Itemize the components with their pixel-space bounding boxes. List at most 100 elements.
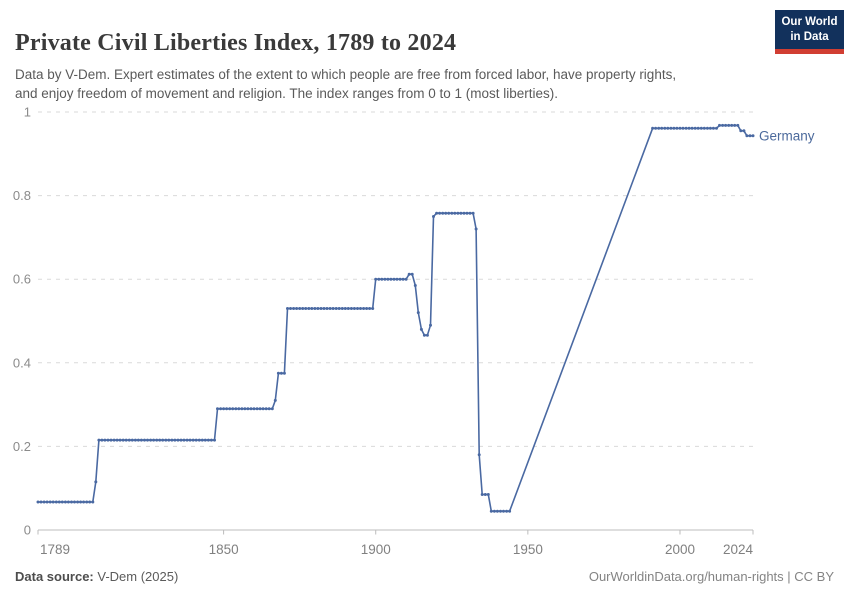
data-point-marker[interactable]: [477, 453, 481, 457]
data-point-marker[interactable]: [745, 134, 749, 138]
data-point-marker[interactable]: [103, 438, 107, 442]
data-point-marker[interactable]: [340, 307, 344, 310]
data-point-marker[interactable]: [499, 509, 502, 513]
data-point-marker[interactable]: [651, 126, 655, 130]
data-point-marker[interactable]: [273, 398, 277, 402]
data-point-marker[interactable]: [447, 211, 451, 215]
data-point-marker[interactable]: [100, 438, 104, 442]
data-point-marker[interactable]: [389, 277, 393, 281]
data-point-marker[interactable]: [435, 211, 439, 215]
data-point-marker[interactable]: [237, 407, 241, 411]
data-point-marker[interactable]: [54, 500, 58, 504]
data-point-marker[interactable]: [492, 509, 496, 513]
data-point-marker[interactable]: [374, 277, 378, 281]
data-point-marker[interactable]: [188, 438, 192, 442]
data-point-marker[interactable]: [480, 493, 484, 496]
data-point-marker[interactable]: [292, 307, 296, 310]
data-point-marker[interactable]: [362, 307, 366, 310]
data-point-marker[interactable]: [66, 500, 70, 504]
data-point-marker[interactable]: [407, 272, 411, 276]
data-point-marker[interactable]: [63, 500, 67, 504]
data-point-marker[interactable]: [663, 126, 667, 130]
data-point-marker[interactable]: [356, 307, 359, 310]
data-point-marker[interactable]: [331, 307, 335, 310]
data-point-marker[interactable]: [316, 307, 320, 310]
data-point-marker[interactable]: [143, 438, 146, 442]
data-point-marker[interactable]: [258, 407, 262, 411]
data-point-marker[interactable]: [161, 438, 165, 442]
data-point-marker[interactable]: [191, 438, 195, 442]
data-point-marker[interactable]: [124, 438, 128, 442]
data-point-marker[interactable]: [660, 126, 664, 130]
data-point-marker[interactable]: [462, 211, 466, 215]
data-point-marker[interactable]: [276, 371, 280, 375]
data-point-marker[interactable]: [705, 126, 709, 130]
data-point-marker[interactable]: [282, 371, 286, 375]
data-point-marker[interactable]: [121, 438, 125, 442]
data-point-marker[interactable]: [486, 493, 490, 496]
data-point-marker[interactable]: [715, 126, 718, 130]
data-point-marker[interactable]: [73, 500, 76, 504]
data-point-marker[interactable]: [672, 126, 676, 130]
series-entity-label[interactable]: Germany: [759, 128, 815, 143]
data-point-marker[interactable]: [748, 134, 752, 138]
data-point-marker[interactable]: [246, 407, 250, 411]
data-point-marker[interactable]: [139, 438, 143, 442]
data-point-marker[interactable]: [130, 438, 134, 442]
data-point-marker[interactable]: [206, 438, 210, 442]
data-point-marker[interactable]: [70, 500, 73, 504]
data-point-marker[interactable]: [508, 509, 512, 513]
data-point-marker[interactable]: [170, 438, 174, 442]
data-point-marker[interactable]: [489, 509, 493, 513]
data-point-marker[interactable]: [36, 500, 40, 504]
data-point-marker[interactable]: [410, 272, 414, 276]
data-point-marker[interactable]: [657, 126, 661, 130]
data-point-marker[interactable]: [739, 129, 743, 133]
data-point-marker[interactable]: [270, 407, 274, 411]
data-point-marker[interactable]: [416, 311, 420, 315]
data-point-marker[interactable]: [699, 126, 703, 130]
data-point-marker[interactable]: [471, 211, 475, 215]
data-point-marker[interactable]: [234, 407, 238, 411]
data-point-marker[interactable]: [380, 277, 384, 281]
data-point-marker[interactable]: [502, 509, 505, 513]
data-point-marker[interactable]: [240, 407, 244, 411]
data-point-marker[interactable]: [711, 126, 715, 130]
data-point-marker[interactable]: [231, 407, 235, 411]
data-point-marker[interactable]: [255, 407, 259, 411]
data-point-marker[interactable]: [669, 126, 673, 130]
data-point-marker[interactable]: [468, 211, 472, 215]
data-point-marker[interactable]: [185, 438, 189, 442]
data-point-marker[interactable]: [94, 480, 98, 484]
data-point-marker[interactable]: [386, 277, 390, 281]
data-point-marker[interactable]: [459, 211, 463, 215]
data-point-marker[interactable]: [346, 307, 350, 310]
data-point-marker[interactable]: [419, 327, 423, 331]
data-point-marker[interactable]: [176, 438, 180, 442]
data-point-marker[interactable]: [222, 407, 226, 411]
data-point-marker[interactable]: [371, 307, 375, 310]
data-point-marker[interactable]: [425, 333, 429, 337]
data-point-marker[interactable]: [413, 284, 417, 287]
data-point-marker[interactable]: [264, 407, 268, 411]
data-point-marker[interactable]: [286, 307, 289, 310]
data-point-marker[interactable]: [51, 500, 55, 504]
data-point-marker[interactable]: [334, 307, 338, 310]
data-point-marker[interactable]: [721, 123, 725, 127]
data-point-marker[interactable]: [252, 407, 256, 411]
data-point-marker[interactable]: [687, 126, 691, 130]
data-point-marker[interactable]: [88, 500, 92, 504]
data-point-marker[interactable]: [48, 500, 52, 504]
data-point-marker[interactable]: [365, 307, 369, 310]
data-point-marker[interactable]: [702, 126, 706, 130]
data-point-marker[interactable]: [675, 126, 679, 130]
data-point-marker[interactable]: [213, 438, 216, 442]
data-point-marker[interactable]: [279, 371, 283, 375]
data-point-marker[interactable]: [76, 500, 80, 504]
data-point-marker[interactable]: [432, 215, 435, 218]
data-point-marker[interactable]: [444, 211, 448, 215]
data-point-marker[interactable]: [261, 407, 265, 411]
data-point-marker[interactable]: [112, 438, 116, 442]
data-point-marker[interactable]: [106, 438, 110, 442]
data-point-marker[interactable]: [298, 307, 302, 310]
